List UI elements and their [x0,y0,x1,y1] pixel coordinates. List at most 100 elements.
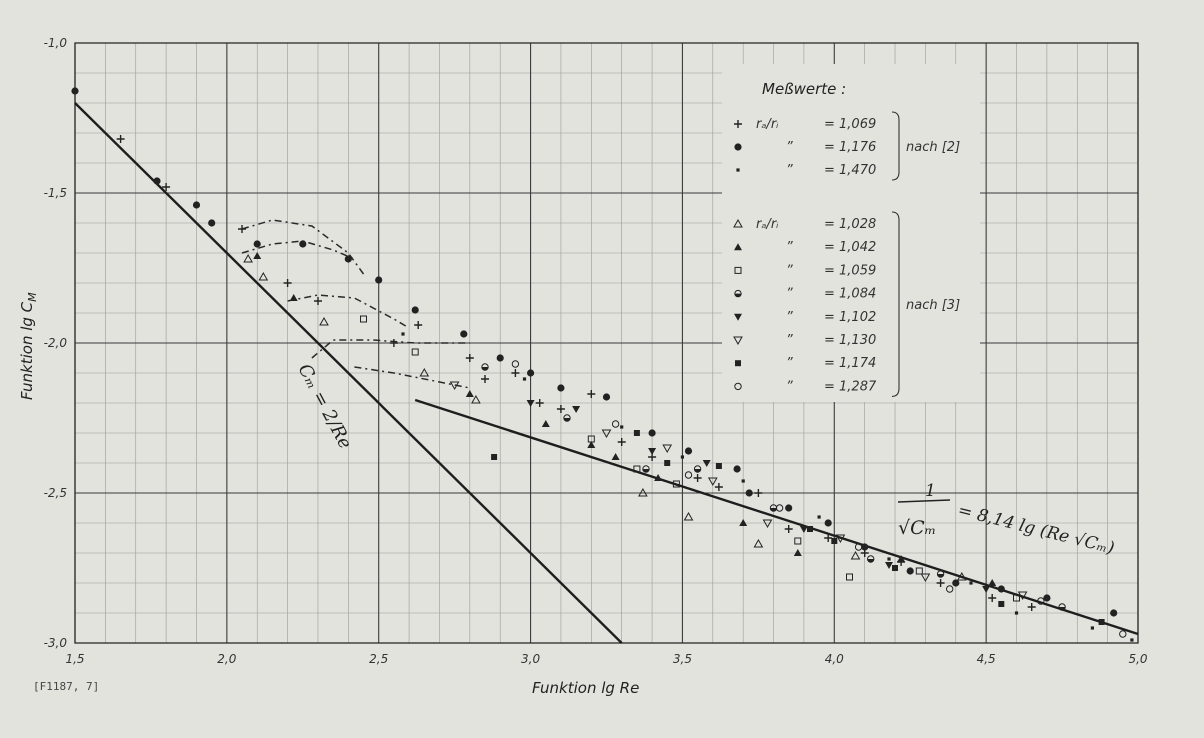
marker-plus-shape [535,399,544,407]
laminar-law-line [74,102,623,644]
data-point [491,454,498,460]
marker-triangle-down-open-shape [762,519,773,529]
legend-ratio-label: ” [786,263,793,278]
turbulent-law-fraction-bar [897,499,951,503]
data-point [654,474,663,481]
data-point [739,519,748,526]
data-point [1090,626,1094,630]
data-point [611,453,620,460]
marker-plus-shape [587,390,596,398]
marker-plus-shape [824,534,833,542]
y-tick-label: -2,0 [44,336,68,350]
legend-marker [733,218,743,228]
legend-marker [734,313,742,321]
marker-circle-open-shape [684,471,693,479]
data-point [684,447,693,455]
data-point [799,526,808,533]
data-point [956,571,967,581]
marker-dot-shape [557,384,565,392]
marker-half-circle-shape [481,363,489,371]
marker-circle-open-shape [854,543,863,551]
data-point [360,315,367,323]
marker-circle-open-shape [511,360,520,368]
legend-value-label: = 1,287 [824,379,877,394]
data-point [867,555,875,563]
marker-circle-open-shape [734,382,742,391]
marker-plus-shape [714,483,723,491]
transition-dashed-curve [241,219,365,275]
marker-dot-shape [71,87,79,95]
data-point [664,460,671,466]
marker-dot-shape [460,330,468,338]
data-point [541,420,550,427]
legend-source-label: nach [2] [906,140,960,155]
marker-triangle-filled-shape [611,453,620,460]
marker-dot-shape [684,447,693,455]
marker-triangle-filled-shape [253,252,262,259]
marker-dot-shape [527,369,535,377]
marker-circle-open-shape [1037,597,1045,605]
marker-dot-shape [299,240,307,248]
data-point [1027,603,1036,611]
data-point [389,339,398,347]
data-point [465,354,474,362]
marker-dot-shape [785,504,793,512]
data-point [587,390,596,398]
data-point [831,538,838,544]
marker-triangle-down-open-shape [449,381,460,391]
marker-triangle-filled-shape [654,474,663,481]
data-point [572,406,581,413]
data-point [289,294,298,301]
x-tick-label: 3,0 [521,652,540,666]
marker-square-filled-shape [831,538,838,544]
marker-small-shape [522,377,527,381]
data-point [527,369,535,377]
marker-square-filled-shape [998,601,1005,607]
marker-plus-shape [238,225,246,233]
marker-triangle-open-shape [258,271,269,281]
marker-half-circle-shape [936,570,945,578]
marker-dot-shape [344,255,352,263]
data-point [861,543,869,551]
marker-triangle-filled-shape [465,390,474,397]
x-tick-label: 3,5 [673,652,692,666]
legend-group-brace [891,111,900,181]
legend-group-brace [891,211,900,397]
marker-plus-shape [734,120,742,128]
marker-half-fill-shape [642,469,650,473]
legend-ratio-label: ” [786,163,793,178]
marker-small-shape [1014,611,1019,615]
data-point [1013,594,1020,602]
marker-plus-shape [556,405,565,413]
marker-half-fill-shape [867,559,874,563]
data-point [897,555,906,562]
data-point [1098,619,1105,625]
marker-triangle-filled-shape [289,294,298,301]
data-point [998,601,1005,607]
data-point [238,225,246,233]
legend-value-label: = 1,042 [824,240,876,255]
marker-triangle-down-filled-shape [799,526,808,533]
data-point [253,240,261,248]
marker-small-shape [620,425,624,429]
marker-square-filled-shape [735,360,741,367]
turbulent-law-numerator: 1 [925,481,936,501]
data-point [714,483,723,491]
data-points [71,87,1134,642]
marker-square-filled-shape [807,526,813,532]
data-point [997,585,1005,593]
data-point [824,519,832,527]
marker-triangle-down-open-shape [1017,591,1028,601]
legend-marker [735,360,741,367]
marker-half-fill-shape [563,418,571,422]
marker-square-open-shape [633,465,641,473]
data-point [243,253,253,263]
y-axis-title-subscript: M [26,292,39,302]
data-point [511,369,520,377]
data-point [642,465,650,473]
marker-triangle-down-open-shape [707,477,718,487]
data-point [745,489,753,497]
x-tick-label: 2,0 [217,652,236,666]
data-point [620,425,624,429]
data-point [419,367,430,377]
